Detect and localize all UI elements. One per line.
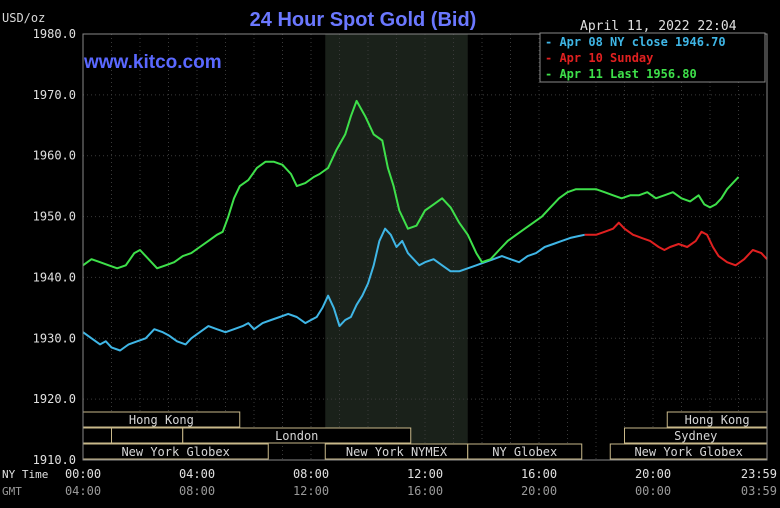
y-tick-label: 1980.0	[33, 27, 76, 41]
x-tick-label: 12:00	[293, 484, 329, 498]
plot-border	[82, 33, 768, 461]
y-tick-label: 1970.0	[33, 88, 76, 102]
x-axis-ticks: NY Time 00:00 04:00 08:00 12:00 16:00 20:00 23:…	[2, 467, 777, 498]
legend-item-apr10: - Apr 10 Sunday	[545, 51, 653, 65]
x-axis-row-label: NY Time	[2, 468, 48, 481]
market-box	[82, 427, 112, 444]
market-box	[111, 427, 184, 444]
market-label: New York Globex	[121, 445, 229, 459]
x-tick-label: 16:00	[407, 484, 443, 498]
y-tick-label: 1920.0	[33, 392, 76, 406]
market-label: Sydney	[674, 429, 717, 443]
watermark: www.kitco.com	[83, 52, 222, 73]
x-tick-label: 20:00	[521, 484, 557, 498]
market-label: Hong Kong	[129, 413, 194, 427]
market-label: New York NYMEX	[346, 445, 448, 459]
y-axis-ticks: 1980.0 1970.0 1960.0 1950.0 1940.0 1930.0 1920…	[33, 27, 76, 467]
x-tick-label: 04:00	[65, 484, 101, 498]
x-tick-label: 20:00	[635, 467, 671, 481]
series-lines	[82, 99, 768, 352]
x-tick-label: 16:00	[521, 467, 557, 481]
market-box	[467, 443, 583, 460]
y-tick-label: 1930.0	[33, 331, 76, 345]
x-tick-label: 04:00	[179, 467, 215, 481]
market-label: New York Globex	[634, 445, 742, 459]
x-tick-label: 23:59	[741, 467, 777, 481]
chart-title: 24 Hour Spot Gold (Bid)	[250, 9, 477, 31]
x-tick-label: 00:00	[635, 484, 671, 498]
legend: - Apr 08 NY close 1946.70 - Apr 10 Sunda…	[539, 32, 766, 83]
x-tick-label: 00:00	[65, 467, 101, 481]
legend-item-apr11: - Apr 11 Last 1956.80	[545, 67, 697, 81]
y-tick-label: 1950.0	[33, 210, 76, 224]
series-line-1	[584, 221, 768, 267]
x-tick-label: 03:59	[741, 484, 777, 498]
y-tick-label: 1960.0	[33, 149, 76, 163]
unit-label: USD/oz	[2, 11, 45, 25]
legend-box	[539, 32, 766, 83]
market-label: London	[275, 429, 318, 443]
legend-item-apr08: - Apr 08 NY close 1946.70	[545, 35, 726, 49]
y-tick-label: 1910.0	[33, 453, 76, 467]
market-label: NY Globex	[492, 445, 557, 459]
market-label: Hong Kong	[685, 413, 750, 427]
x-tick-label: 08:00	[293, 467, 329, 481]
timestamp: April 11, 2022 22:04	[580, 19, 737, 34]
y-tick-label: 1940.0	[33, 270, 76, 284]
market-sessions: Hong Kong Hong Kong London Sydney New York G…	[82, 411, 768, 460]
x-axis-row-label: GMT	[2, 485, 22, 498]
series-line-2	[82, 99, 740, 270]
x-tick-label: 08:00	[179, 484, 215, 498]
x-tick-label: 12:00	[407, 467, 443, 481]
market-box	[182, 427, 412, 444]
